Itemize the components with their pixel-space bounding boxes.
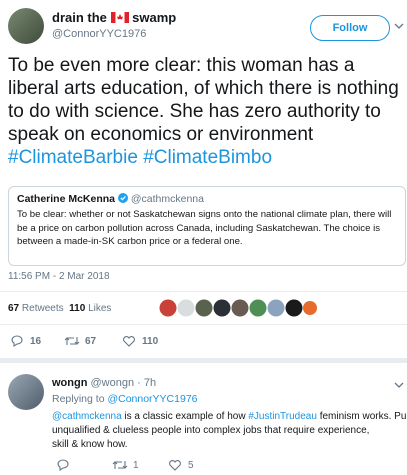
text: feminism works. Pu [316, 411, 407, 422]
name-text: drain the [52, 10, 107, 25]
chevron[interactable] [394, 22, 404, 30]
reply-icon[interactable] [56, 459, 70, 471]
quote-name: Catherine McKenna [17, 193, 116, 205]
reply-like-count: 5 [188, 460, 194, 471]
author-handle: @ConnorYYC1976 [52, 28, 147, 40]
author-avatar[interactable] [8, 8, 44, 44]
follow-button[interactable]: Follow [310, 15, 390, 41]
tweet-text: To be even more clear: this woman has a … [8, 54, 404, 169]
divider [0, 291, 407, 292]
hashtag[interactable]: #JustinTrudeau [248, 411, 317, 422]
like-count: 110 [142, 336, 159, 347]
quote-text: To be clear: whether or not Saskatchewan… [17, 209, 392, 247]
author-name[interactable]: drain the swamp [52, 10, 176, 25]
reply-icon[interactable] [10, 335, 24, 347]
section-divider [0, 358, 407, 363]
like-icon[interactable] [168, 459, 182, 471]
reply-avatar[interactable] [8, 374, 44, 410]
text: To be even more clear: this woman has a … [8, 55, 399, 145]
like-label: Likes [88, 303, 112, 314]
stats: 67 Retweets 110 Likes [8, 303, 111, 314]
liker-avatars[interactable] [158, 298, 318, 318]
retweet-label: Retweets [21, 303, 64, 314]
reply-text: @cathmckenna is a classic example of how… [52, 410, 407, 452]
timestamp: 11:56 PM - 2 Mar 2018 [8, 271, 110, 282]
retweet-icon[interactable] [112, 459, 128, 471]
mention[interactable]: @cathmckenna [52, 411, 122, 422]
retweet-count: 67 [85, 336, 97, 347]
retweet-count[interactable]: 67 [8, 303, 20, 314]
like-icon[interactable] [122, 335, 136, 347]
canada-flag [110, 12, 129, 23]
text: is a classic example of how [121, 411, 249, 422]
reply-header: wongn @wongn · 7h [52, 377, 156, 389]
quoted-tweet[interactable]: Catherine McKenna @cathmckenna To be cle… [8, 186, 406, 266]
reply-count: 16 [30, 336, 42, 347]
reply-retweet-count: 1 [133, 460, 139, 471]
reply-name[interactable]: wongn [52, 377, 88, 389]
reply-handle: @wongn · 7h [90, 377, 157, 389]
replying-label: Replying to [52, 393, 105, 405]
like-count[interactable]: 110 [69, 303, 86, 314]
hashtag[interactable]: #ClimateBimbo [143, 147, 273, 168]
retweet-icon[interactable] [64, 335, 80, 347]
name-text: swamp [132, 10, 177, 25]
quote-handle: @cathmckenna [130, 193, 204, 205]
replying-handle[interactable]: @ConnorYYC1976 [107, 393, 198, 405]
text: unqualified & clueless people into compl… [52, 425, 370, 450]
verified-badge [117, 193, 128, 203]
replying-to: Replying to @ConnorYYC1976 [52, 393, 198, 405]
hashtag[interactable]: #ClimateBarbie [8, 147, 138, 168]
chevron[interactable] [394, 381, 404, 389]
divider [0, 324, 407, 325]
